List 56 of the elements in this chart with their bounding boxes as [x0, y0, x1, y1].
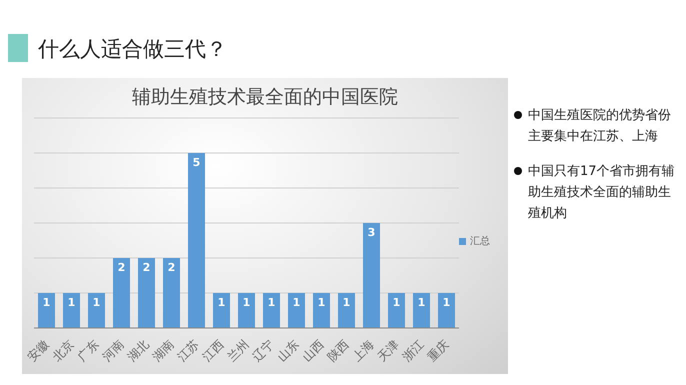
- data-label: 1: [318, 296, 326, 309]
- data-label: 1: [292, 296, 300, 309]
- data-label: 1: [42, 296, 50, 309]
- x-tick-label: 山东: [274, 337, 302, 364]
- data-label: 5: [192, 156, 200, 169]
- bar: [338, 293, 355, 328]
- data-label: 1: [218, 296, 226, 309]
- bar: [88, 293, 105, 328]
- data-label: 1: [268, 296, 276, 309]
- x-tick-label: 天津: [374, 337, 402, 364]
- x-tick-label: 湖北: [124, 337, 152, 364]
- x-tick-label: 上海: [350, 337, 376, 364]
- data-label: 1: [418, 296, 426, 309]
- x-tick-label: 重庆: [424, 337, 452, 364]
- x-tick-label: 河南: [100, 337, 126, 364]
- bar: [213, 293, 230, 328]
- x-tick-label: 浙江: [400, 337, 426, 364]
- bar: [388, 293, 405, 328]
- bar: [363, 223, 380, 328]
- bar: [38, 293, 55, 328]
- legend-label: 汇总: [470, 236, 490, 247]
- x-tick-label: 北京: [50, 337, 76, 364]
- bar: [288, 293, 305, 328]
- data-label: 1: [242, 296, 250, 309]
- chart-title: 什么人适合做三代？: [38, 36, 227, 63]
- x-tick-label: 广东: [74, 337, 102, 364]
- data-label: 1: [442, 296, 450, 309]
- data-label: 2: [142, 260, 150, 274]
- bar: [188, 153, 205, 328]
- bar: [438, 293, 455, 328]
- bar: [313, 293, 330, 328]
- bar: [113, 258, 130, 328]
- data-label: 1: [92, 296, 100, 309]
- bar: [163, 258, 180, 328]
- x-tick-label: 江苏: [174, 337, 202, 364]
- text: 中国生殖医院的优势省份主要集中在江苏、上海: [528, 107, 672, 146]
- data-label: 3: [368, 226, 376, 239]
- x-tick-label: 安徽: [24, 337, 52, 364]
- bar: [263, 293, 280, 328]
- data-label: 1: [392, 296, 400, 309]
- x-tick-label: 江西: [200, 337, 226, 364]
- data-label: 2: [168, 260, 176, 274]
- x-tick-label: 陕西: [324, 337, 352, 364]
- chart-subtitle: 辅助生殖技术最全面的中国医院: [131, 85, 399, 110]
- x-tick-label: 辽宁: [250, 337, 276, 364]
- x-tick-label: 湖南: [150, 337, 176, 364]
- bar: [238, 293, 255, 328]
- x-tick-label: 山西: [300, 337, 326, 364]
- x-tick-label: 兰州: [224, 337, 252, 364]
- bar: [63, 293, 80, 328]
- data-label: 1: [68, 296, 76, 309]
- text: 中国只有17个省市拥有辅助生殖技术全面的辅助生殖机构: [528, 163, 676, 223]
- bar: [138, 258, 155, 328]
- bar: [413, 293, 430, 328]
- data-label: 2: [118, 260, 126, 274]
- data-label: 1: [342, 296, 350, 309]
